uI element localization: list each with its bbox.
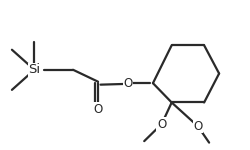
Text: O: O: [192, 120, 202, 133]
Text: O: O: [156, 118, 166, 130]
Text: O: O: [93, 103, 102, 116]
Text: O: O: [123, 77, 132, 90]
Text: Si: Si: [28, 63, 40, 76]
